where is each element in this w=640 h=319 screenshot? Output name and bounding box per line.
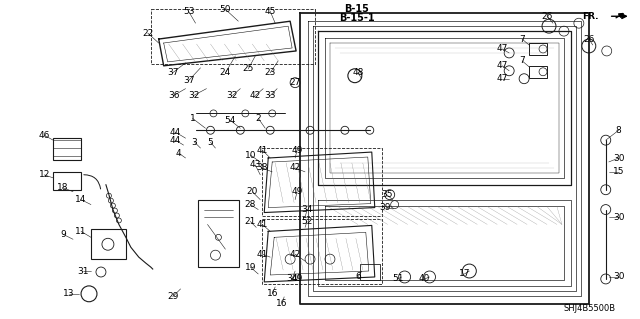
Text: 45: 45 — [264, 7, 276, 16]
Text: 19: 19 — [244, 263, 256, 271]
Text: 25: 25 — [243, 64, 254, 73]
Text: 44: 44 — [170, 128, 181, 137]
Text: 17: 17 — [459, 270, 470, 278]
Text: 7: 7 — [519, 34, 525, 44]
Text: 23: 23 — [264, 68, 276, 77]
Text: 30: 30 — [613, 153, 625, 162]
Bar — [53, 172, 81, 190]
Text: 3: 3 — [191, 138, 197, 147]
Text: 27: 27 — [289, 78, 301, 87]
Text: 36: 36 — [168, 91, 179, 100]
Bar — [91, 229, 126, 259]
Text: 53: 53 — [183, 7, 195, 16]
Bar — [529, 66, 547, 78]
Text: 44: 44 — [170, 136, 181, 145]
Text: 40: 40 — [419, 274, 430, 284]
Text: 6: 6 — [355, 272, 361, 281]
Text: 52: 52 — [301, 217, 313, 226]
Text: 50: 50 — [220, 5, 231, 14]
Text: 51: 51 — [392, 274, 403, 284]
Text: 30: 30 — [613, 213, 625, 222]
Text: 26: 26 — [583, 34, 595, 44]
Text: 54: 54 — [225, 116, 236, 125]
Text: 33: 33 — [264, 91, 276, 100]
Text: 29: 29 — [167, 292, 179, 301]
Text: 18: 18 — [58, 183, 69, 192]
Text: SHJ4B5500B: SHJ4B5500B — [564, 304, 616, 313]
Text: 46: 46 — [38, 131, 50, 140]
Text: 11: 11 — [76, 227, 87, 236]
Text: 7: 7 — [519, 56, 525, 65]
Text: 2: 2 — [255, 114, 261, 123]
Bar — [262, 219, 381, 284]
Text: 1: 1 — [189, 114, 195, 123]
Text: 5: 5 — [207, 138, 213, 147]
Text: 41: 41 — [257, 220, 268, 229]
Text: 12: 12 — [38, 170, 50, 179]
Text: 28: 28 — [244, 200, 256, 209]
Bar — [529, 43, 547, 55]
Text: 34: 34 — [287, 274, 298, 284]
Text: 30: 30 — [613, 272, 625, 281]
Text: 31: 31 — [77, 266, 89, 276]
Text: 15: 15 — [613, 167, 625, 176]
Text: 43: 43 — [250, 160, 261, 169]
Text: 41: 41 — [257, 250, 268, 259]
Text: 16: 16 — [276, 299, 288, 308]
Text: 47: 47 — [497, 61, 508, 70]
Text: B-15: B-15 — [344, 4, 369, 14]
Text: 8: 8 — [616, 126, 621, 135]
Text: 35: 35 — [381, 190, 392, 199]
Text: 22: 22 — [142, 29, 154, 38]
Text: 49: 49 — [291, 145, 303, 155]
Text: 49: 49 — [291, 274, 303, 284]
Text: 14: 14 — [76, 195, 87, 204]
Text: 10: 10 — [244, 151, 256, 160]
Text: 37: 37 — [183, 76, 195, 85]
Text: 41: 41 — [257, 145, 268, 155]
Text: 42: 42 — [289, 163, 301, 173]
Bar — [262, 148, 381, 216]
Text: 37: 37 — [167, 68, 179, 77]
Text: 47: 47 — [497, 74, 508, 83]
Text: 32: 32 — [227, 91, 238, 100]
Text: 21: 21 — [244, 217, 256, 226]
Text: 24: 24 — [220, 68, 231, 77]
Text: B-15-1: B-15-1 — [339, 13, 374, 23]
Text: 48: 48 — [352, 68, 364, 77]
Text: 42: 42 — [250, 91, 261, 100]
Text: 38: 38 — [257, 163, 268, 173]
Text: 47: 47 — [497, 44, 508, 54]
Text: 9: 9 — [60, 230, 66, 239]
Bar — [151, 9, 315, 64]
Text: 32: 32 — [188, 91, 199, 100]
Text: 39: 39 — [379, 203, 390, 212]
Text: 49: 49 — [291, 187, 303, 196]
Text: 34: 34 — [301, 205, 313, 214]
Bar — [360, 264, 380, 280]
Text: FR.: FR. — [582, 12, 599, 21]
Text: 42: 42 — [289, 250, 301, 259]
Text: 4: 4 — [176, 149, 181, 158]
Bar — [198, 200, 239, 267]
Text: 26: 26 — [541, 12, 553, 21]
Text: 20: 20 — [246, 187, 258, 196]
Text: 16: 16 — [266, 289, 278, 298]
Text: 13: 13 — [63, 289, 75, 298]
Bar — [53, 138, 81, 160]
